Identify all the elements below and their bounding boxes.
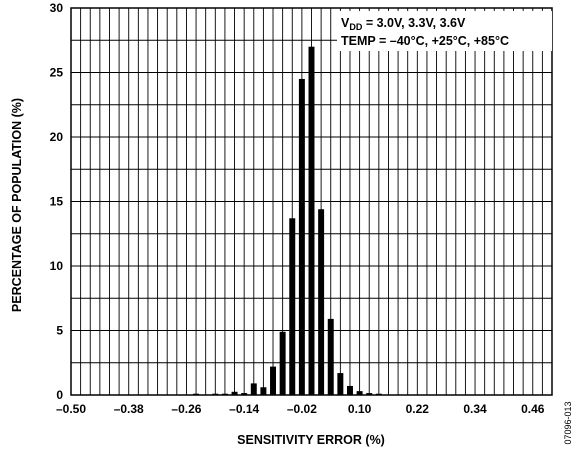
histogram-bar (327, 318, 334, 395)
histogram-bar (356, 391, 363, 395)
figure-id: 07096-013 (563, 401, 573, 444)
histogram-bar (289, 218, 296, 395)
histogram-bar (298, 78, 305, 395)
x-tick-label: 0.46 (521, 402, 545, 416)
histogram-bar (241, 393, 248, 395)
x-tick-labels: –0.50 –0.38 –0.26 –0.14 –0.02 0.10 0.22 0.34 0.4… (56, 402, 545, 416)
x-tick-label: 0.22 (406, 402, 430, 416)
annotation-background (337, 11, 552, 51)
y-tick-label: 20 (50, 130, 64, 144)
y-tick-label: 25 (50, 66, 64, 80)
y-tick-labels: 0 5 10 15 20 25 30 (50, 1, 64, 402)
x-tick-label: 0.10 (348, 402, 372, 416)
x-axis-label: SENSITIVITY ERROR (%) (237, 433, 385, 447)
x-tick-label: –0.26 (171, 402, 201, 416)
annotation-supply-values: = 3.0V, 3.3V, 3.6V (362, 16, 466, 30)
annotation-vdd-subscript: DD (349, 22, 362, 32)
conditions-annotation: VDD = 3.0V, 3.3V, 3.6V TEMP = –40°C, +25… (337, 11, 552, 51)
histogram-bar (318, 209, 325, 395)
histogram-bar (279, 331, 286, 395)
plot-area-frame (70, 7, 553, 396)
annotation-line-1: VDD = 3.0V, 3.3V, 3.6V (341, 16, 466, 32)
x-tick-label: –0.02 (287, 402, 317, 416)
annotation-line-2: TEMP = –40°C, +25°C, +85°C (341, 34, 509, 48)
histogram-bars (193, 46, 382, 395)
y-tick-label: 30 (50, 1, 64, 15)
y-tick-label: 10 (50, 259, 64, 273)
y-tick-label: 5 (56, 324, 63, 338)
histogram-bar (231, 391, 238, 395)
histogram-bar (250, 383, 257, 395)
x-tick-label: –0.50 (56, 402, 86, 416)
y-tick-label: 15 (50, 195, 64, 209)
annotation-vdd-symbol: V (341, 16, 350, 30)
histogram-bar (337, 373, 344, 395)
y-tick-label: 0 (56, 388, 63, 402)
histogram-bar (260, 387, 267, 395)
x-tick-label: –0.14 (229, 402, 259, 416)
histogram-bar (346, 385, 353, 395)
y-axis-label: PERCENTAGE OF POPULATION (%) (10, 98, 24, 312)
histogram-bar (308, 46, 315, 395)
histogram-bar (366, 393, 373, 395)
x-tick-label: –0.38 (114, 402, 144, 416)
histogram-bar (270, 366, 277, 395)
x-tick-label: 0.34 (463, 402, 487, 416)
